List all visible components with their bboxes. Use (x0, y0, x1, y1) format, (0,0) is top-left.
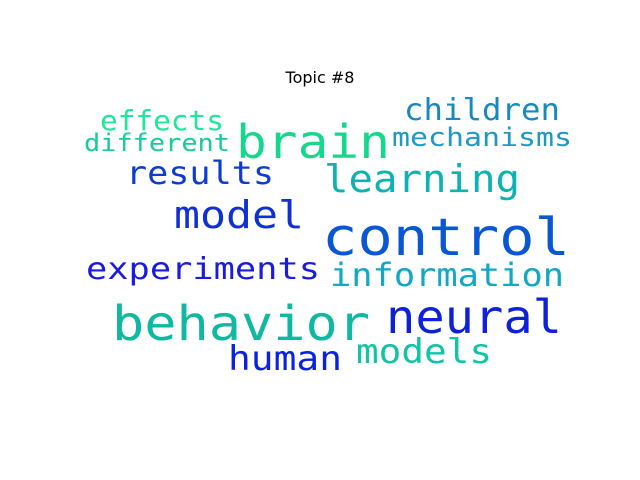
word-control: control (322, 208, 570, 268)
word-information: information (330, 256, 564, 294)
word-different: different (84, 129, 230, 157)
word-effects: effects (100, 104, 224, 137)
word-model: model (174, 193, 304, 237)
word-human: human (228, 339, 342, 379)
word-learning: learning (324, 157, 520, 201)
word-experiments: experiments (86, 252, 320, 287)
word-brain: brain (236, 115, 390, 169)
word-models: models (356, 332, 492, 372)
word-mechanisms: mechanisms (392, 123, 572, 153)
chart-title: Topic #8 (285, 68, 355, 87)
word-children: children (404, 93, 560, 128)
word-neural: neural (386, 290, 562, 344)
word-behavior: behavior (112, 296, 370, 352)
word-results: results (126, 154, 274, 192)
